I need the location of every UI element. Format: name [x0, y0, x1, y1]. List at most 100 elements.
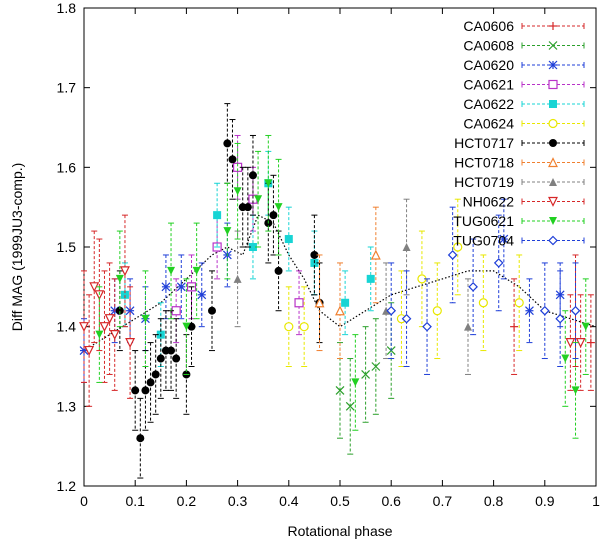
series-hct0718: [314, 206, 381, 360]
x-tick-label: 0.2: [177, 493, 197, 509]
data-marker: [581, 322, 590, 331]
data-marker: [432, 306, 442, 316]
marker-shape: [447, 250, 458, 260]
data-marker: [335, 385, 345, 395]
data-marker: [156, 354, 165, 363]
data-marker: [269, 211, 278, 220]
legend-marker: [548, 196, 558, 207]
legend-label: CA0621: [463, 77, 514, 93]
data-marker: [510, 322, 519, 331]
x-tick-label: 0.4: [279, 493, 299, 509]
data-point: [341, 270, 350, 336]
data-point: [167, 310, 176, 391]
marker-shape: [125, 338, 136, 348]
marker-shape: [581, 322, 590, 331]
data-marker: [386, 305, 397, 316]
y-tick-label: 1.6: [57, 159, 77, 175]
marker-stroke: [197, 290, 207, 300]
data-marker: [539, 305, 550, 316]
marker-shape: [223, 139, 232, 148]
data-marker: [284, 322, 294, 332]
data-point: [401, 270, 412, 367]
marker-shape: [208, 306, 216, 315]
data-point: [223, 103, 232, 184]
data-marker: [141, 386, 150, 395]
legend-marker: [549, 217, 557, 225]
data-marker: [167, 346, 176, 355]
data-point: [146, 342, 155, 423]
marker-shape: [478, 298, 488, 308]
marker-shape: [493, 258, 504, 268]
marker-shape: [422, 321, 432, 332]
legend-entry-hct0718: HCT0718: [454, 155, 585, 171]
data-point: [89, 230, 100, 344]
marker-stroke: [525, 306, 534, 316]
series-tug0704: [386, 206, 581, 375]
marker-shape: [514, 298, 524, 308]
series-group: [79, 103, 595, 479]
data-point: [386, 262, 397, 360]
series-hct0719: [233, 198, 472, 375]
data-point: [366, 246, 375, 312]
marker-shape: [274, 266, 283, 275]
y-tick-label: 1.4: [57, 319, 77, 335]
data-point: [233, 142, 242, 240]
legend-label: TUG0621: [453, 213, 514, 229]
x-tick-label: 0.6: [381, 493, 401, 509]
marker-shape: [156, 354, 165, 363]
marker-shape: [351, 378, 360, 387]
data-point: [453, 198, 463, 296]
marker-shape: [314, 297, 325, 308]
data-point: [109, 278, 120, 391]
data-marker: [264, 179, 273, 188]
data-marker: [187, 322, 196, 331]
marker-shape: [233, 274, 242, 283]
marker-shape: [172, 354, 181, 363]
legend-label: NH0622: [463, 194, 515, 210]
marker-shape: [382, 306, 391, 315]
marker-shape: [341, 298, 350, 307]
marker-shape: [539, 305, 550, 316]
marker-shape: [432, 306, 442, 316]
data-marker: [167, 266, 176, 275]
marker-shape: [192, 266, 201, 275]
data-marker: [402, 243, 411, 251]
marker-stroke: [345, 401, 355, 411]
data-point: [525, 278, 534, 344]
data-point: [141, 270, 150, 367]
data-point: [299, 286, 309, 367]
data-marker: [555, 313, 566, 324]
data-marker: [366, 274, 375, 283]
marker-shape: [254, 195, 263, 204]
data-marker: [565, 338, 576, 348]
x-tick-label: 0.9: [535, 493, 555, 509]
marker-shape: [284, 235, 293, 244]
data-marker: [125, 338, 136, 348]
data-point: [422, 278, 432, 375]
legend-entry-ca0606: CA0606: [463, 18, 585, 34]
data-marker: [586, 338, 595, 347]
data-point: [79, 270, 89, 383]
marker-shape: [366, 274, 375, 283]
legend-label: TUG0704: [453, 233, 514, 249]
y-tick-label: 1.7: [57, 80, 77, 96]
data-point: [119, 214, 130, 328]
data-point: [561, 310, 570, 407]
data-marker: [468, 281, 478, 292]
data-point: [104, 262, 115, 375]
data-point: [84, 294, 95, 407]
data-point: [514, 254, 524, 352]
data-point: [233, 230, 242, 328]
data-marker: [79, 322, 89, 333]
data-marker: [310, 250, 319, 259]
data-marker: [371, 362, 381, 371]
data-point: [371, 318, 381, 415]
data-marker: [131, 386, 140, 395]
legend-marker: [548, 157, 558, 168]
marker-shape: [115, 274, 124, 283]
data-marker: [115, 274, 124, 283]
legend-marker: [549, 139, 557, 147]
marker-shape: [79, 322, 89, 333]
legend-marker: [548, 118, 558, 129]
data-marker: [382, 306, 391, 315]
